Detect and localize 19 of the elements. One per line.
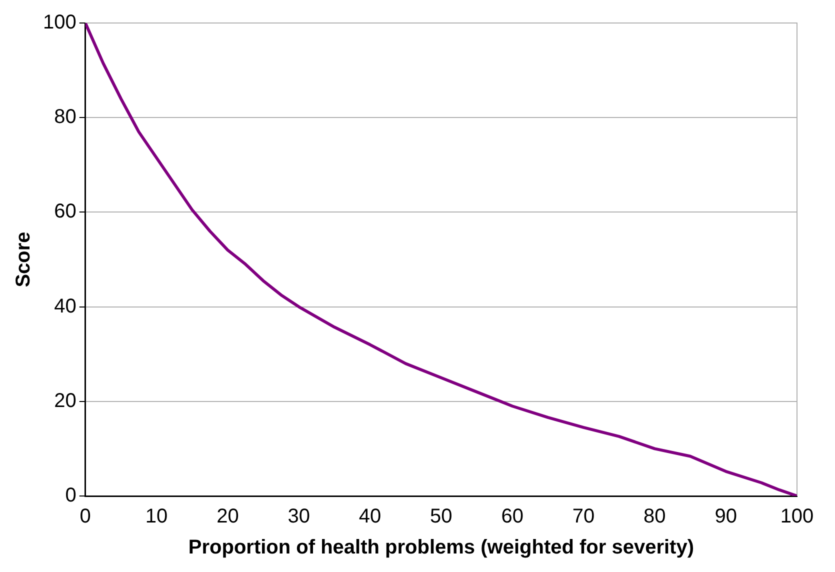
y-tick-label: 0 [65,484,76,507]
x-tick-label: 70 [572,506,595,528]
y-tick-label: 20 [54,390,76,412]
x-tick-label: 0 [80,506,91,528]
x-tick-label: 10 [145,506,168,528]
x-tick-label: 100 [780,506,814,528]
y-tick-label: 80 [54,106,76,128]
y-tick-label: 100 [42,12,76,34]
x-tick-label: 60 [501,506,524,528]
y-tick-label: 60 [54,200,76,223]
x-tick-label: 80 [644,506,666,528]
y-tick-label: 40 [54,295,76,318]
x-tick-label: 20 [216,506,239,528]
x-tick-label: 90 [714,506,737,528]
x-axis-title: Proportion of health problems (weighted for severity) [188,536,694,559]
x-tick-label: 40 [358,506,382,528]
y-axis-title: Score [12,232,35,288]
x-tick-label: 50 [430,506,452,528]
x-tick-label: 30 [288,506,310,528]
